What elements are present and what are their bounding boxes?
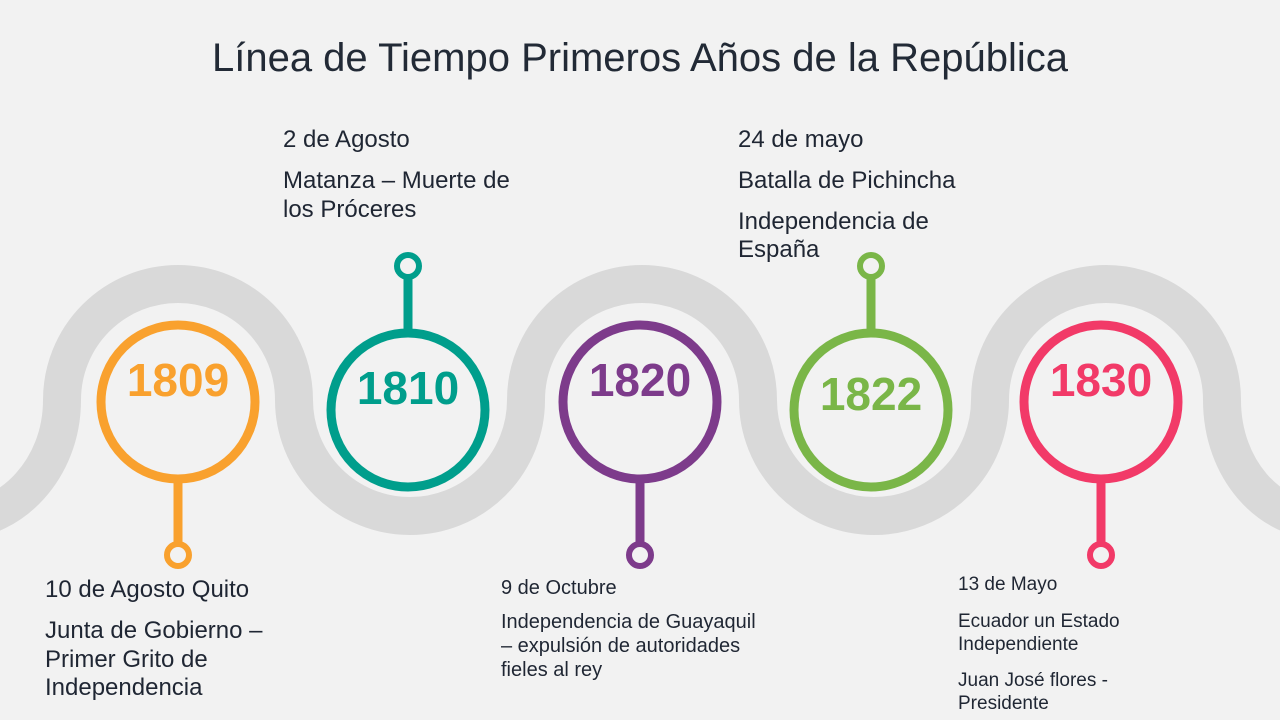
milestone-1810: 1810 [326, 252, 490, 492]
milestone-1809: 1809 [96, 320, 260, 569]
year-label: 1810 [357, 362, 459, 414]
event-description: Independencia de España [738, 207, 929, 264]
milestone-pin [394, 252, 422, 280]
year-label: 1809 [127, 354, 229, 406]
milestone-ring [326, 328, 490, 492]
milestone-ring [1019, 320, 1183, 484]
event-description: Batalla de Pichincha [738, 166, 956, 194]
event-date: 13 de Mayo [958, 574, 1058, 595]
milestone-ring [96, 320, 260, 484]
year-label: 1820 [589, 354, 691, 406]
milestone-ring [558, 320, 722, 484]
page-title: Línea de Tiempo Primeros Años de la Repú… [211, 36, 1069, 80]
event-description: Junta de Gobierno – Primer Grito de Inde… [45, 616, 263, 702]
event-date: 2 de Agosto [283, 126, 410, 153]
event-date: 10 de Agosto Quito [45, 576, 250, 603]
milestone-pin [857, 252, 885, 280]
event-description: Matanza – Muerte de los Próceres [283, 166, 510, 223]
event-description: Ecuador un Estado Independiente [958, 610, 1120, 655]
event-date: 9 de Octubre [501, 577, 617, 599]
milestone-pin [1087, 541, 1115, 569]
timeline-road [0, 265, 1280, 535]
milestone-pin [164, 541, 192, 569]
milestone-pin [626, 541, 654, 569]
event-description: Juan José flores - Presidente [958, 670, 1108, 715]
event-1830-text: 13 de Mayo Ecuador un Estado Independien… [958, 574, 1158, 716]
event-1809-text: 10 de Agosto Quito Junta de Gobierno – P… [45, 576, 305, 703]
event-1822-text: 24 de mayo Batalla de Pichincha Independ… [738, 126, 988, 265]
year-label: 1822 [820, 368, 922, 420]
milestone-ring [789, 328, 953, 492]
milestone-1830: 1830 [1019, 320, 1183, 569]
event-1820-text: 9 de Octubre Independencia de Guayaquil … [501, 576, 756, 682]
event-1810-text: 2 de Agosto Matanza – Muerte de los Próc… [283, 126, 545, 224]
milestone-1822: 1822 [789, 252, 953, 492]
year-label: 1830 [1050, 354, 1152, 406]
event-date: 24 de mayo [738, 126, 864, 153]
event-description: Independencia de Guayaquil – expulsión d… [501, 611, 756, 681]
milestone-1820: 1820 [558, 320, 722, 569]
